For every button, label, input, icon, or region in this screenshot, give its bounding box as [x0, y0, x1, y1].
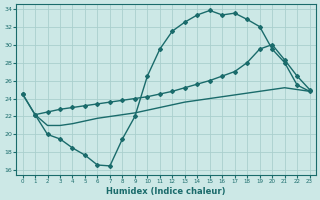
X-axis label: Humidex (Indice chaleur): Humidex (Indice chaleur) [106, 187, 226, 196]
